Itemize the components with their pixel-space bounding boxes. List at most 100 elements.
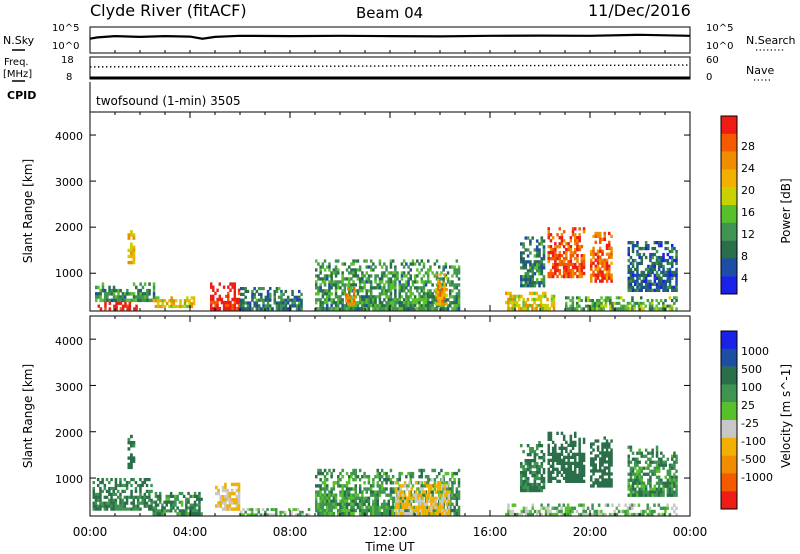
heatmap-cell — [453, 295, 456, 299]
heatmap-cell — [216, 307, 219, 311]
heatmap-cell — [424, 301, 428, 305]
heatmap-cell — [590, 258, 593, 262]
heatmap-cell — [657, 460, 661, 464]
heatmap-cell — [365, 475, 368, 479]
heatmap-cell — [352, 307, 355, 311]
heatmap-cell — [339, 508, 342, 513]
heatmap-cell — [383, 505, 386, 510]
heatmap-cell — [228, 501, 232, 505]
heatmap-cell — [365, 499, 368, 503]
heatmap-cell — [354, 283, 357, 287]
heatmap-cell — [556, 265, 559, 270]
heatmap-cell — [574, 262, 577, 267]
heatmap-cell — [334, 496, 338, 500]
heatmap-cell — [349, 302, 352, 306]
heatmap-cell — [571, 476, 575, 480]
heatmap-cell — [578, 443, 581, 447]
heatmap-cell — [121, 498, 124, 502]
heatmap-cell — [552, 307, 556, 311]
heatmap-cell — [135, 295, 138, 299]
heatmap-cell — [389, 493, 393, 497]
heatmap-cell — [649, 258, 652, 263]
heatmap-cell — [615, 307, 619, 311]
heatmap-cell — [560, 464, 564, 468]
colorbar-swatch — [721, 384, 737, 403]
heatmap-cell — [424, 271, 428, 275]
heatmap-cell — [451, 490, 454, 494]
heatmap-cell — [624, 503, 627, 507]
heatmap-cell — [580, 299, 583, 303]
heatmap-cell — [317, 505, 320, 510]
heatmap-cell — [574, 458, 577, 462]
heatmap-cell — [350, 289, 353, 293]
heatmap-cell — [558, 257, 561, 261]
heatmap-cell — [230, 507, 234, 511]
heatmap-cell — [567, 265, 570, 270]
heatmap-cell — [631, 285, 635, 289]
heatmap-cell — [418, 271, 421, 275]
heatmap-cell — [671, 478, 674, 482]
heatmap-cell — [598, 299, 601, 303]
heatmap-cell — [178, 491, 182, 496]
heatmap-cell — [516, 512, 519, 517]
heatmap-cell — [182, 512, 186, 516]
heatmap-cell — [443, 296, 446, 300]
heatmap-cell — [221, 507, 225, 511]
heatmap-cell — [671, 255, 674, 260]
heatmap-cell — [99, 495, 102, 499]
heatmap-cell — [542, 281, 546, 285]
heatmap-cell — [383, 298, 386, 302]
heatmap-cell — [571, 304, 575, 308]
heatmap-cell — [608, 252, 611, 256]
heatmap-cell — [141, 298, 145, 303]
heatmap-cell — [547, 437, 550, 441]
heatmap-cell — [644, 509, 647, 514]
heatmap-cell — [150, 489, 153, 493]
heatmap-cell — [227, 300, 230, 305]
heatmap-cell — [634, 487, 637, 491]
heatmap-cell — [606, 296, 610, 300]
heatmap-cell — [653, 276, 657, 280]
heatmap-cell — [642, 270, 646, 275]
heatmap-cell — [429, 268, 432, 272]
heatmap-cell — [246, 289, 250, 294]
heatmap-cell — [363, 304, 366, 308]
heatmap-cell — [558, 236, 561, 240]
heatmap-cell — [389, 307, 393, 311]
heatmap-cell — [225, 307, 228, 311]
heatmap-cell — [387, 304, 390, 308]
heatmap-cell — [562, 257, 566, 261]
heatmap-cell — [425, 493, 429, 497]
heatmap-cell — [127, 456, 131, 460]
heatmap-cell — [134, 481, 138, 485]
heatmap-cell — [172, 302, 176, 306]
colorbar-swatch — [721, 331, 737, 349]
heatmap-cell — [240, 304, 243, 308]
heatmap-cell — [657, 503, 661, 507]
heatmap-cell — [605, 258, 609, 262]
heatmap-cell — [671, 276, 674, 280]
heatmap-cell — [286, 295, 290, 299]
heatmap-cell — [594, 273, 597, 277]
heatmap-cell — [410, 499, 413, 503]
heatmap-cell — [337, 268, 340, 272]
heatmap-cell — [668, 472, 672, 476]
heatmap-cell — [358, 512, 362, 516]
heatmap-cell — [230, 491, 234, 496]
heatmap-cell — [132, 233, 136, 237]
heatmap-cell — [562, 268, 566, 273]
heatmap-cell — [664, 273, 667, 278]
heatmap-cell — [146, 298, 149, 303]
heatmap-cell — [161, 503, 164, 507]
heatmap-cell — [671, 457, 674, 461]
heatmap-cell — [233, 507, 236, 511]
heatmap-cell — [405, 280, 408, 284]
heatmap-cell — [436, 481, 440, 485]
heatmap-cell — [627, 487, 630, 491]
heatmap-cell — [347, 296, 350, 300]
heatmap-cell — [443, 484, 446, 488]
heatmap-cell — [626, 512, 630, 517]
heatmap-cell — [341, 475, 344, 479]
heatmap-cell — [651, 472, 654, 476]
heatmap-cell — [660, 261, 663, 266]
